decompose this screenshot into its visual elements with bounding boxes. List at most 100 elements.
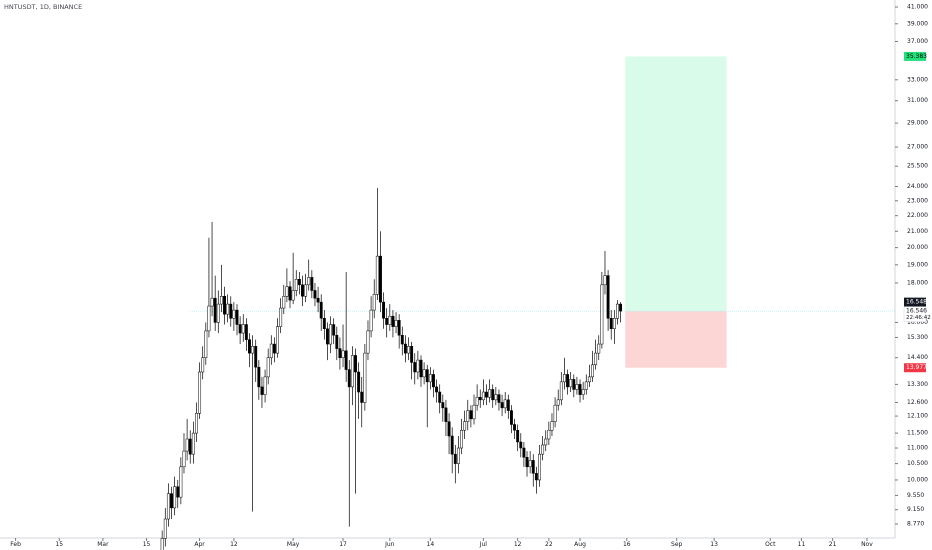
candle-body (538, 453, 541, 481)
y-tick-label: 33.000 (907, 76, 928, 83)
candle-body (207, 305, 211, 332)
x-tick-label: Feb (10, 541, 21, 548)
y-tick-label: 10.500 (907, 460, 928, 467)
loss-zone (625, 311, 727, 368)
candle-body (338, 348, 342, 358)
candle-body (556, 399, 560, 406)
y-tick-label: 31.000 (907, 97, 928, 104)
candle-body (382, 301, 386, 319)
candle-body (260, 386, 264, 395)
candle-body (575, 384, 579, 390)
y-tick-label: 37.000 (907, 38, 928, 45)
x-tick-label: 15 (143, 541, 151, 548)
candle-body (282, 295, 286, 309)
y-tick-label: 13.300 (907, 381, 928, 388)
y-tick-label: 25.500 (907, 163, 928, 170)
candle-body (226, 303, 230, 315)
candle-body (400, 334, 404, 345)
candle-body (619, 303, 623, 312)
candle-body (600, 284, 604, 345)
candle-body (419, 359, 423, 378)
x-tick-label: Jul (479, 541, 488, 548)
candle-body (360, 391, 364, 403)
candle-body (450, 435, 454, 455)
candle-body (432, 374, 435, 388)
candle-body (350, 355, 354, 388)
candle-body (562, 374, 566, 383)
candle-body (460, 429, 463, 449)
candle-body (531, 460, 535, 474)
candle-body (310, 277, 314, 291)
candle-body (391, 315, 395, 327)
y-tick-label: 9.150 (907, 506, 924, 513)
candle-body (581, 389, 585, 395)
x-tick-label: 22 (545, 541, 553, 548)
candle-body (413, 362, 417, 373)
x-tick-label: Jun (384, 541, 395, 548)
candle-body (553, 404, 557, 422)
candle-body (251, 346, 255, 354)
countdown: 22:46:42 (906, 315, 931, 321)
candle-body (522, 447, 526, 458)
candle-body (191, 432, 195, 455)
candle-body (572, 379, 576, 390)
candle-body (485, 391, 488, 398)
candle-body (223, 295, 226, 315)
candle-body (472, 404, 476, 420)
candle-body (541, 444, 545, 455)
candle-body (170, 493, 173, 509)
target-tag-bg (904, 51, 926, 61)
x-tick-label: 21 (829, 541, 837, 548)
candle-body (534, 473, 538, 481)
candle-body (301, 284, 304, 297)
candle-body (597, 343, 601, 354)
candle-body (313, 290, 317, 299)
candle-body (266, 357, 270, 378)
candle-body (244, 324, 248, 340)
candle-body (363, 352, 367, 403)
candle-body (478, 396, 482, 401)
y-tick-label: 20.000 (907, 244, 928, 251)
candle-body (182, 450, 186, 468)
candle-body (591, 364, 594, 378)
candle-body (307, 277, 311, 286)
candle-body (481, 391, 485, 401)
candle-body (297, 278, 301, 286)
candle-body (213, 297, 217, 323)
candle-body (216, 303, 220, 323)
candle-body (291, 290, 295, 301)
candle-body (279, 307, 283, 327)
candle-body (210, 297, 214, 307)
x-tick-label: 14 (427, 541, 435, 548)
candle-body (547, 429, 551, 440)
y-tick-label: 23.000 (907, 197, 928, 204)
candle-body (513, 424, 516, 431)
candle-body (422, 369, 426, 378)
y-tick-label: 10.000 (907, 476, 928, 483)
last-price-tag-bg (904, 297, 926, 307)
candle-body (441, 402, 445, 409)
y-tick-label: 8.770 (907, 520, 924, 527)
candle-body (475, 396, 479, 406)
candle-body (235, 309, 239, 325)
candle-body (603, 275, 607, 286)
candle-body (238, 324, 242, 334)
candle-body (609, 318, 613, 330)
candle-body (166, 493, 170, 520)
candle-body (456, 447, 460, 464)
candle-body (466, 410, 470, 422)
candle-body (407, 346, 410, 354)
candle-body (397, 320, 401, 336)
candle-body (276, 326, 279, 354)
candle-body (160, 538, 164, 550)
candle-body (444, 407, 448, 422)
candle-body (394, 320, 398, 327)
candle-body (322, 318, 326, 330)
candle-body (403, 343, 407, 354)
candle-body (232, 309, 236, 319)
candle-body (163, 518, 167, 539)
candle-body (341, 350, 345, 358)
candle-body (241, 324, 245, 334)
candle-body (357, 371, 361, 393)
